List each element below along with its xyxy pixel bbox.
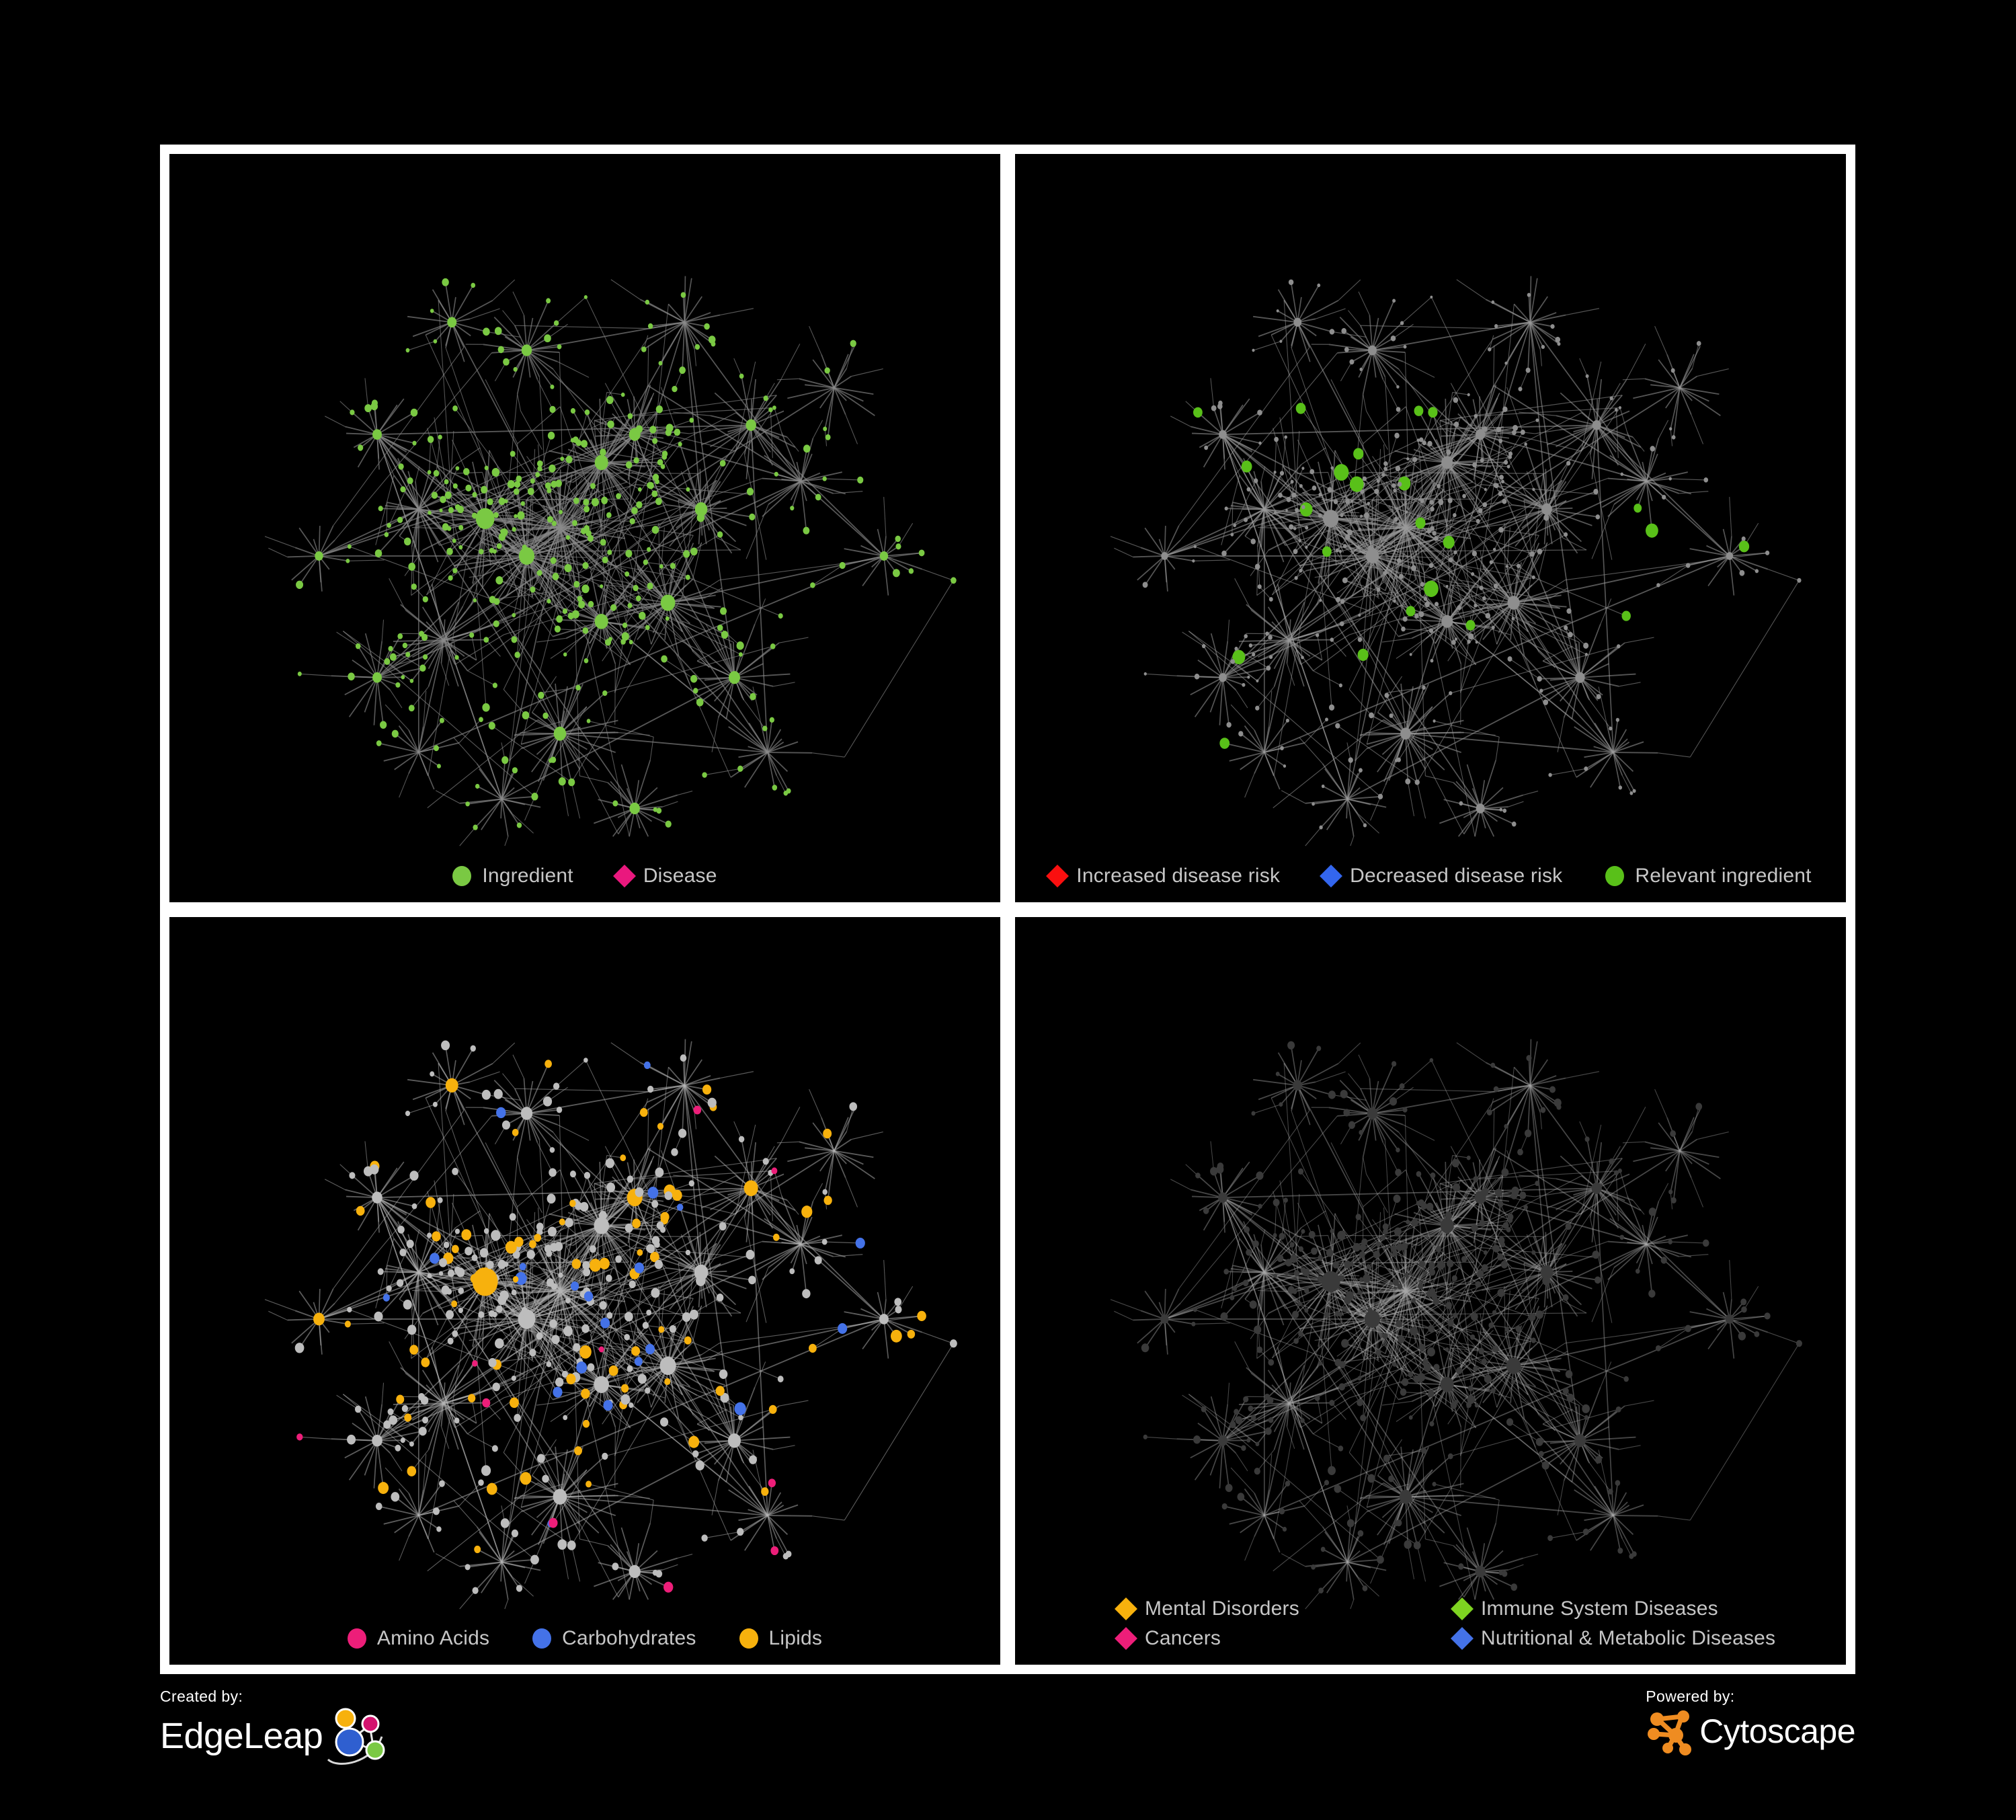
legend-label: Nutritional & Metabolic Diseases [1481,1627,1776,1649]
legend-item-decreased-disease-risk[interactable]: Decreased disease risk [1320,864,1563,887]
decreased-risk-diamond-icon [1320,864,1343,887]
network-panel-ingredient-disease[interactable]: Ingredient Disease [169,154,1000,902]
cytoscape-branding[interactable]: Powered by: Cytoscape [1646,1688,1855,1755]
carbohydrates-circle-icon [532,1628,552,1649]
disease-diamond-icon [612,864,636,887]
legend-item-relevant-ingredient[interactable]: Relevant ingredient [1605,864,1812,887]
network-graph-nutrient-class [264,916,957,1609]
network-graph-ingredient-disease [264,154,957,846]
figure-panel-grid: Ingredient Disease Increased disease ris… [160,145,1855,1674]
legend-label: Carbohydrates [562,1627,696,1649]
legend-label: Lipids [768,1627,823,1649]
network-graph-disease-class [1110,916,1802,1609]
legend-label: Disease [643,864,717,887]
network-graph-disease-risk [1110,154,1802,846]
legend-item-disease[interactable]: Disease [612,864,717,887]
legend-item-amino-acids[interactable]: Amino Acids [347,1627,490,1649]
network-panel-disease-class[interactable]: Mental Disorders Immune System Diseases … [1015,916,1846,1665]
legend-label: Relevant ingredient [1635,864,1812,887]
legend-item-immune-system-diseases[interactable]: Immune System Diseases [1451,1597,1743,1620]
legend-label: Ingredient [482,864,573,887]
legend-label: Amino Acids [376,1627,490,1649]
lipids-circle-icon [739,1628,758,1649]
footer-branding: Created by: EdgeLeap Powered by: [160,1681,1855,1815]
cytoscape-logo-icon [1648,1710,1692,1755]
powered-by-label: Powered by: [1646,1688,1735,1705]
mental-disorders-diamond-icon [1115,1597,1137,1620]
legend-label: Decreased disease risk [1350,864,1563,887]
legend-item-increased-disease-risk[interactable]: Increased disease risk [1046,864,1281,887]
legend-label: Increased disease risk [1076,864,1281,887]
legend-nutrient-class: Amino Acids Carbohydrates Lipids [169,1628,1000,1649]
cytoscape-wordmark: Cytoscape [1699,1712,1855,1750]
legend-ingredient-disease: Ingredient Disease [169,864,1000,887]
legend-item-mental-disorders[interactable]: Mental Disorders [1115,1597,1407,1620]
edgeleap-branding[interactable]: Created by: EdgeLeap [160,1688,395,1765]
legend-item-ingredient[interactable]: Ingredient [452,864,573,887]
network-panel-disease-risk[interactable]: Increased disease risk Decreased disease… [1015,154,1846,902]
legend-item-cancers[interactable]: Cancers [1115,1627,1407,1650]
amino-acids-circle-icon [347,1628,366,1649]
legend-item-lipids[interactable]: Lipids [739,1628,823,1649]
legend-label: Immune System Diseases [1481,1597,1718,1620]
relevant-ingredient-circle-icon [1605,865,1625,886]
legend-label: Cancers [1145,1627,1221,1649]
legend-disease-class: Mental Disorders Immune System Diseases … [1074,1597,1787,1650]
immune-system-diseases-diamond-icon [1451,1597,1474,1620]
nutritional-metabolic-diseases-diamond-icon [1451,1627,1474,1650]
increased-risk-diamond-icon [1046,864,1070,887]
legend-label: Mental Disorders [1145,1597,1299,1620]
network-panel-nutrient-class[interactable]: Amino Acids Carbohydrates Lipids [169,916,1000,1665]
edgeleap-node-graph-icon [327,1708,385,1765]
created-by-label: Created by: [160,1688,243,1705]
legend-disease-risk: Increased disease risk Decreased disease… [1015,864,1846,887]
cancers-diamond-icon [1115,1627,1137,1650]
edgeleap-wordmark: EdgeLeap [160,1716,323,1756]
legend-item-carbohydrates[interactable]: Carbohydrates [532,1628,696,1649]
legend-item-nutritional-metabolic-diseases[interactable]: Nutritional & Metabolic Diseases [1451,1627,1775,1650]
ingredient-circle-icon [452,865,472,886]
